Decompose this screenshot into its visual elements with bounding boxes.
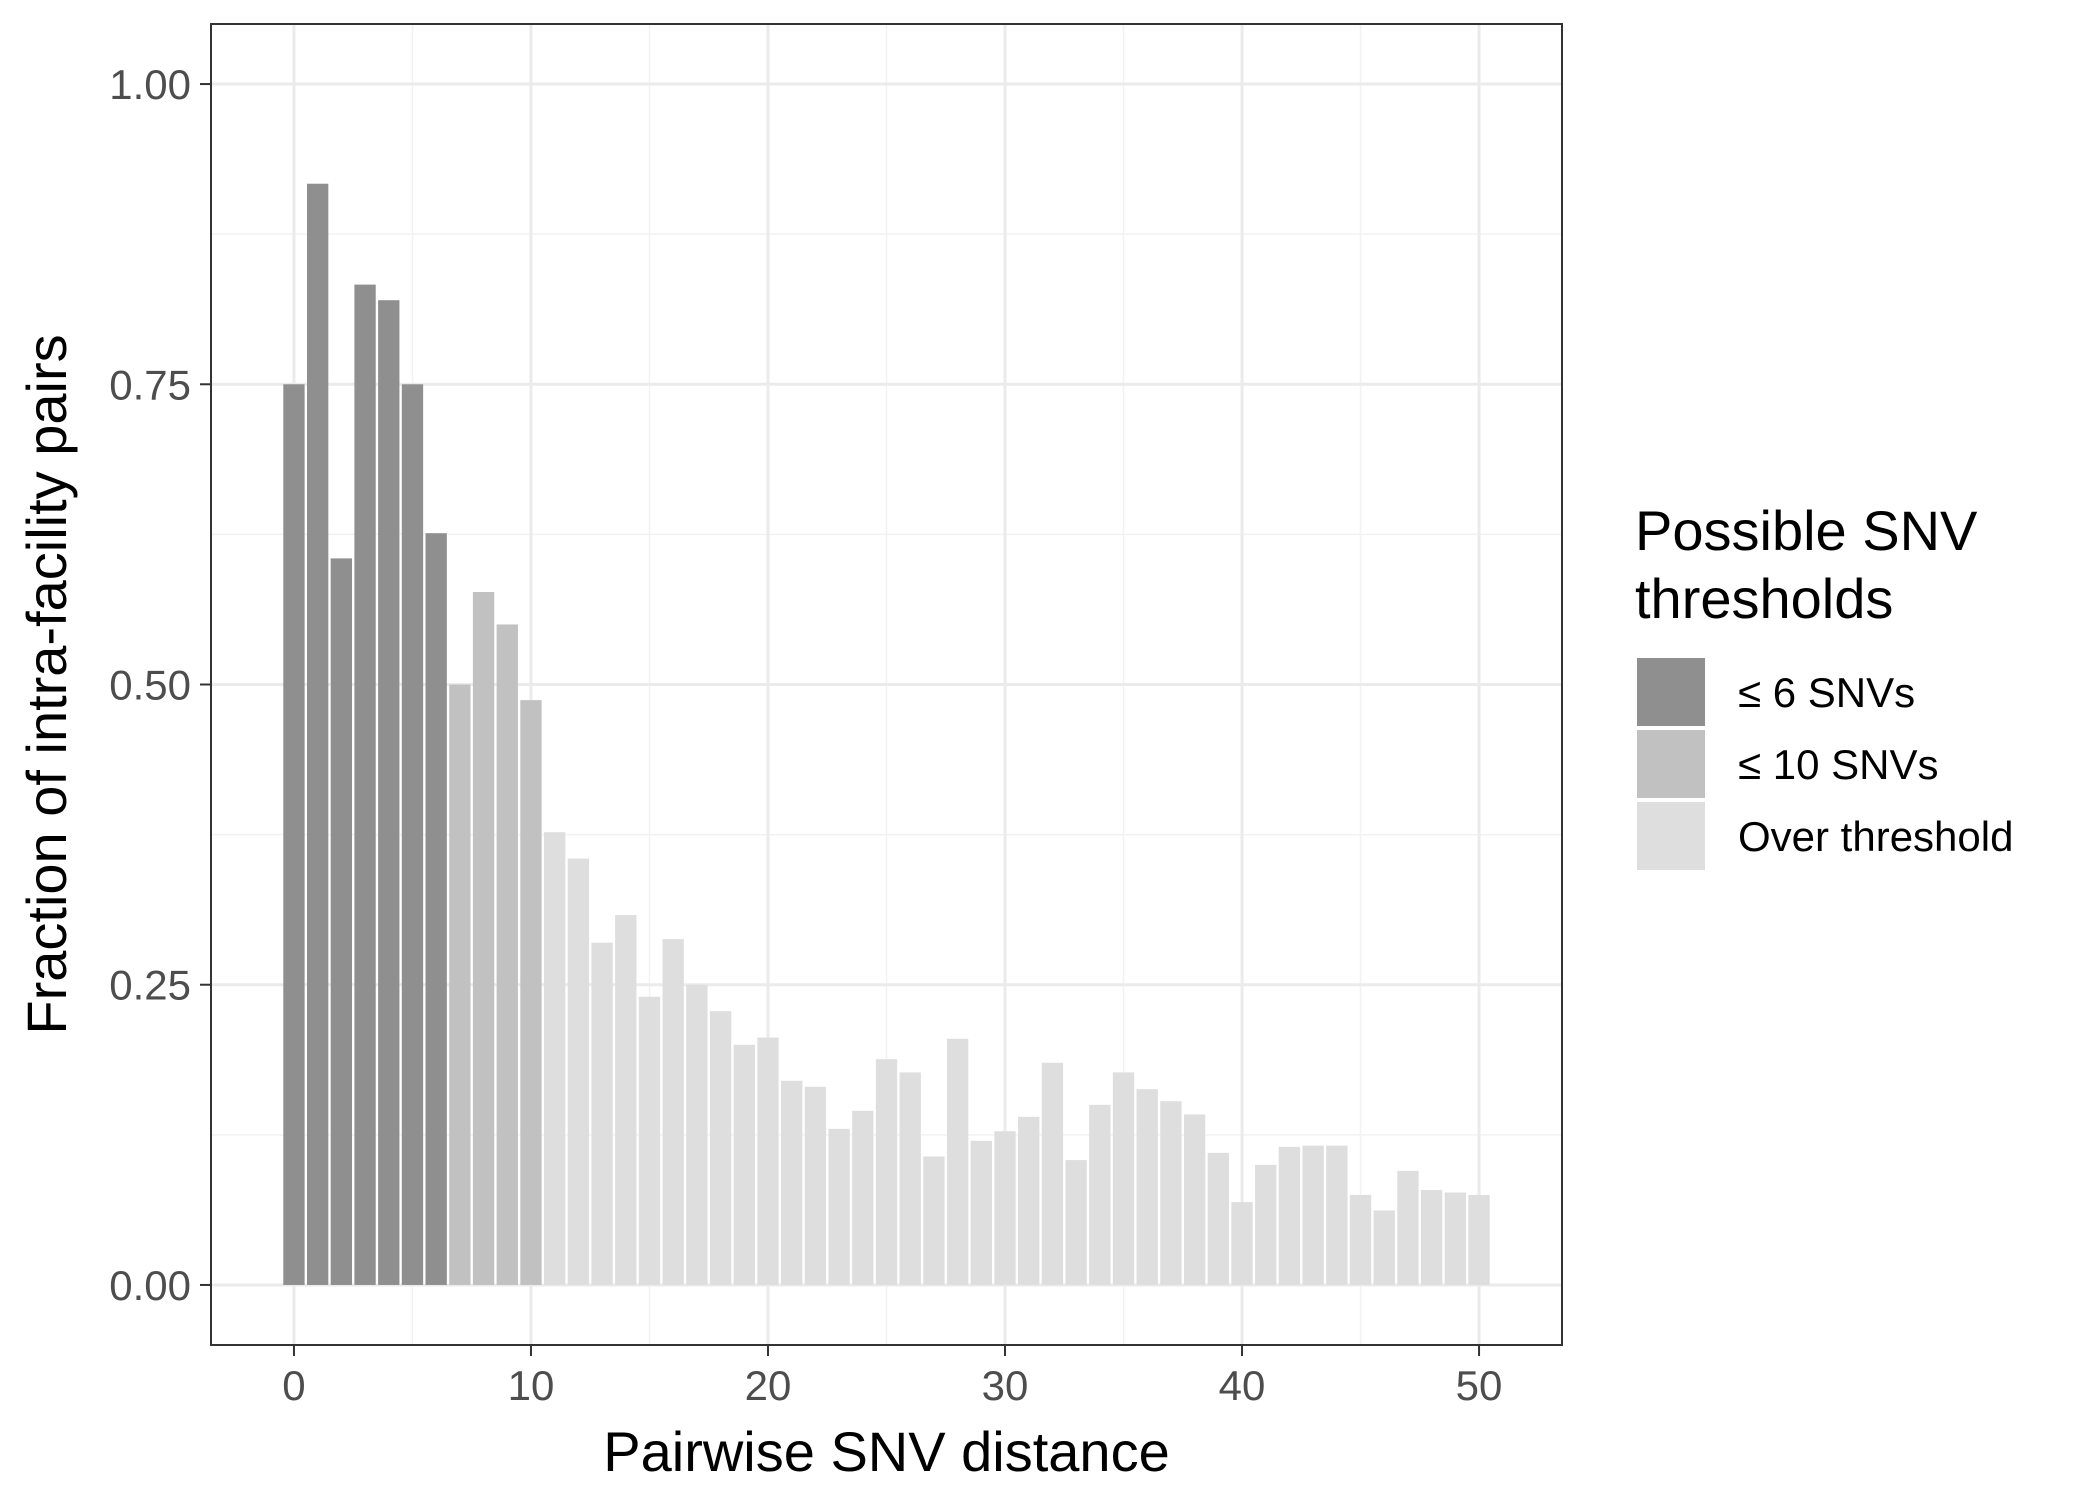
bar — [615, 915, 637, 1285]
bar — [804, 1086, 827, 1285]
bar — [544, 832, 566, 1285]
x-tick-label: 50 — [1456, 1362, 1503, 1409]
bar — [899, 1072, 921, 1285]
legend-key — [1637, 658, 1705, 726]
bar — [425, 533, 447, 1285]
legend-items: ≤ 6 SNVs ≤ 10 SNVs Over threshold — [1637, 658, 2013, 870]
bar — [1349, 1194, 1372, 1285]
bar — [330, 558, 353, 1285]
y-tick-label: 0.50 — [109, 662, 191, 709]
bar — [449, 684, 471, 1285]
major-gridlines — [211, 24, 1562, 1345]
legend-title: Possible SNV thresholds — [1635, 499, 1993, 630]
x-tick-label: 20 — [745, 1362, 792, 1409]
bar — [923, 1156, 945, 1285]
y-tick-label: 1.00 — [109, 61, 191, 108]
bar — [567, 858, 590, 1285]
bar — [970, 1140, 992, 1285]
bar — [828, 1128, 850, 1285]
x-tick-label: 40 — [1219, 1362, 1266, 1409]
bar — [283, 384, 305, 1285]
bar — [1183, 1114, 1206, 1285]
bar — [354, 284, 376, 1285]
bar — [1112, 1072, 1135, 1285]
x-tick-label: 10 — [508, 1362, 555, 1409]
x-axis: 0 10 20 30 40 50 — [282, 1345, 1502, 1409]
bar — [1041, 1062, 1064, 1285]
bar — [709, 1011, 732, 1285]
y-axis: 0.00 0.25 0.50 0.75 1.00 — [109, 61, 211, 1309]
bar — [781, 1080, 803, 1285]
bar — [1468, 1194, 1490, 1285]
legend-label: ≤ 6 SNVs — [1738, 669, 1915, 716]
legend-key — [1637, 730, 1705, 798]
bar — [401, 384, 424, 1285]
y-axis-title: Fraction of intra-facility pairs — [15, 334, 78, 1034]
bar — [1207, 1152, 1229, 1285]
bar — [733, 1044, 755, 1285]
y-tick-label: 0.00 — [109, 1262, 191, 1309]
bar — [994, 1131, 1016, 1285]
x-tick-label: 0 — [282, 1362, 305, 1409]
bar — [1373, 1210, 1395, 1285]
bar — [378, 300, 400, 1285]
bar — [1302, 1145, 1324, 1285]
bar — [852, 1110, 874, 1285]
x-tick-label: 30 — [982, 1362, 1029, 1409]
bar — [686, 984, 708, 1285]
bar — [306, 183, 329, 1285]
bar — [875, 1059, 898, 1285]
bar — [1160, 1101, 1182, 1285]
bar — [1397, 1170, 1419, 1285]
bar — [1136, 1089, 1158, 1285]
bar — [1231, 1202, 1253, 1285]
bar — [472, 592, 495, 1285]
legend-key — [1637, 802, 1705, 870]
bar — [1444, 1192, 1467, 1285]
bar — [946, 1038, 969, 1285]
bar — [1089, 1104, 1111, 1285]
bar — [520, 700, 542, 1285]
bar — [757, 1037, 779, 1285]
bar — [591, 942, 613, 1285]
y-tick-label: 0.75 — [109, 361, 191, 408]
legend: Possible SNV thresholds ≤ 6 SNVs ≤ 10 SNV… — [1635, 499, 2013, 870]
bar — [1278, 1146, 1301, 1285]
legend-title-line-2: thresholds — [1635, 567, 1893, 630]
x-axis-title: Pairwise SNV distance — [603, 1420, 1169, 1483]
bar — [1326, 1145, 1348, 1285]
bar — [496, 624, 518, 1285]
bar — [662, 939, 684, 1285]
bar — [1255, 1164, 1277, 1285]
bar — [1420, 1190, 1443, 1285]
bar — [1018, 1116, 1040, 1285]
legend-title-line-1: Possible SNV — [1635, 499, 1978, 562]
bars — [283, 183, 1490, 1285]
legend-label: ≤ 10 SNVs — [1738, 741, 1938, 788]
bar — [638, 996, 661, 1285]
legend-label: Over threshold — [1738, 813, 2013, 860]
y-tick-label: 0.25 — [109, 962, 191, 1009]
bar — [1065, 1160, 1087, 1285]
